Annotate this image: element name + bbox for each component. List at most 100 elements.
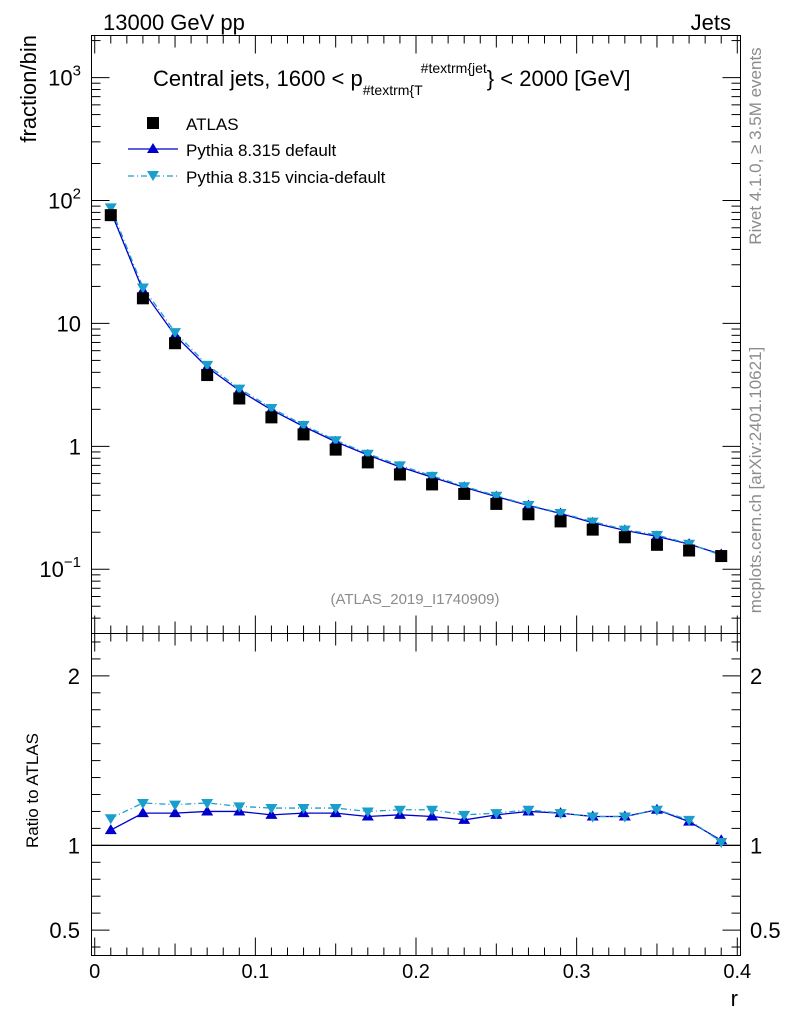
legend-atlas-label: ATLAS xyxy=(186,115,239,134)
ratio-point-pythia-8-315-vincia-default xyxy=(683,815,696,826)
main-point-atlas xyxy=(393,468,406,481)
ratio-point-pythia-8-315-vincia-default xyxy=(554,809,567,820)
main-point-atlas xyxy=(169,337,182,350)
main-point-pythia-8-315-vincia-default xyxy=(618,525,631,536)
main-point-pythia-8-315-vincia-default xyxy=(169,328,182,339)
main-point-pythia-8-315-vincia-default xyxy=(426,471,439,482)
x-axis-label: r xyxy=(731,986,738,1011)
chart-title-main: Central jets, 1600 < p xyxy=(153,66,363,91)
analysis-id-label: (ATLAS_2019_I1740909) xyxy=(330,591,499,608)
main-point-pythia-8-315-vincia-default xyxy=(233,384,246,395)
ratio-line-pythia-8-315-vincia-default xyxy=(110,802,722,843)
main-point-atlas xyxy=(522,508,535,521)
x-axis-ticks: 0 0.1 0.2 0.3 0.4 xyxy=(89,35,751,983)
main-y-tick-label: 1 xyxy=(69,434,81,459)
main-point-pythia-8-315-vincia-default xyxy=(490,491,503,502)
legend-vincia-label: Pythia 8.315 vincia-default xyxy=(186,168,386,187)
ratio-point-pythia-8-315-vincia-default xyxy=(586,812,599,823)
ratio-line-pythia-8-315-default xyxy=(110,809,722,841)
chart-title-subscript: #textrm{T xyxy=(363,82,423,98)
main-point-atlas xyxy=(490,497,503,510)
main-point-pythia-8-315-vincia-default xyxy=(104,203,117,214)
main-point-atlas xyxy=(104,209,117,222)
main-point-atlas xyxy=(136,292,149,305)
ratio-point-pythia-8-315-vincia-default xyxy=(265,804,278,815)
legend-atlas-marker xyxy=(147,117,159,129)
legend-default-label: Pythia 8.315 default xyxy=(186,141,337,160)
main-y-tick-label: 10 xyxy=(57,311,81,336)
ratio-point-pythia-8-315-default xyxy=(104,824,117,835)
ratio-series-layer xyxy=(104,798,728,848)
legend: ATLAS Pythia 8.315 default Pythia 8.315 … xyxy=(128,115,386,187)
chart-title-end: } < 2000 [GeV] xyxy=(487,66,631,91)
main-point-atlas xyxy=(554,515,567,528)
main-series-layer xyxy=(104,203,728,563)
main-point-atlas xyxy=(297,428,310,441)
main-point-pythia-8-315-vincia-default xyxy=(458,482,471,493)
main-point-atlas xyxy=(265,411,278,424)
main-y-tick-base: 10 xyxy=(48,188,72,213)
ratio-y-axis-ticks: 0.5 0.5 1 1 2 2 xyxy=(49,641,781,948)
main-point-atlas xyxy=(715,550,728,563)
main-point-atlas xyxy=(426,478,439,491)
main-point-pythia-8-315-vincia-default xyxy=(361,449,374,460)
main-line-pythia-8-315-vincia-default xyxy=(110,207,722,556)
header-beam-label: 13000 GeV pp xyxy=(103,10,245,35)
main-point-pythia-8-315-vincia-default xyxy=(522,501,535,512)
main-point-atlas xyxy=(361,456,374,469)
legend-default-marker xyxy=(147,143,159,153)
ratio-point-pythia-8-315-vincia-default xyxy=(104,814,117,825)
main-y-tick-exponent: 3 xyxy=(73,63,81,80)
main-point-atlas xyxy=(458,487,471,500)
main-y-tick-label: 102 xyxy=(48,185,81,213)
ratio-plot-frame xyxy=(91,633,741,956)
x-tick-label: 0.1 xyxy=(241,961,269,983)
header-process-label: Jets xyxy=(691,10,731,35)
ratio-point-pythia-8-315-vincia-default xyxy=(393,805,406,816)
mcplots-credit-label: mcplots.cern.ch [arXiv:2401.10621] xyxy=(746,347,765,613)
ratio-y-axis-label: Ratio to ATLAS xyxy=(23,733,42,848)
ratio-point-pythia-8-315-vincia-default xyxy=(522,805,535,816)
main-point-atlas xyxy=(201,369,214,382)
ratio-point-pythia-8-315-vincia-default xyxy=(650,805,663,816)
main-point-pythia-8-315-vincia-default xyxy=(586,517,599,528)
main-point-atlas xyxy=(650,538,663,551)
main-point-pythia-8-315-vincia-default xyxy=(201,360,214,371)
x-tick-label: 0.4 xyxy=(723,961,751,983)
main-y-tick-exponent: 2 xyxy=(73,185,81,202)
ratio-y-tick-label-right: 2 xyxy=(750,664,762,689)
ratio-point-pythia-8-315-vincia-default xyxy=(329,804,342,815)
ratio-y-tick-label: 1 xyxy=(68,833,80,858)
ratio-y-tick-label-right: 1 xyxy=(750,833,762,858)
main-point-pythia-8-315-vincia-default xyxy=(650,530,663,541)
ratio-point-pythia-8-315-vincia-default xyxy=(458,810,471,821)
main-y-tick-label: 10−1 xyxy=(39,554,81,582)
ratio-y-tick-label: 2 xyxy=(68,664,80,689)
ratio-point-pythia-8-315-vincia-default xyxy=(169,800,182,811)
ratio-point-pythia-8-315-vincia-default xyxy=(361,807,374,818)
ratio-point-pythia-8-315-default xyxy=(136,807,149,818)
main-point-pythia-8-315-vincia-default xyxy=(554,508,567,519)
x-tick-label: 0.2 xyxy=(402,961,430,983)
main-point-pythia-8-315-vincia-default xyxy=(297,421,310,432)
ratio-point-pythia-8-315-vincia-default xyxy=(297,804,310,815)
ratio-point-pythia-8-315-vincia-default xyxy=(490,809,503,820)
x-tick-label: 0.3 xyxy=(563,961,591,983)
main-point-atlas xyxy=(233,392,246,405)
ratio-point-pythia-8-315-vincia-default xyxy=(136,798,149,809)
main-y-tick-exponent: −1 xyxy=(64,554,81,571)
rivet-version-label: Rivet 4.1.0, ≥ 3.5M events xyxy=(746,47,765,244)
ratio-point-pythia-8-315-vincia-default xyxy=(715,837,728,848)
ratio-point-pythia-8-315-vincia-default xyxy=(233,802,246,813)
main-y-tick-base: 10 xyxy=(39,557,63,582)
main-point-pythia-8-315-vincia-default xyxy=(329,436,342,447)
chart-title: Central jets, 1600 < p#textrm{T #textrm{j… xyxy=(153,60,631,98)
ratio-y-tick-label: 0.5 xyxy=(49,918,80,943)
main-point-atlas xyxy=(683,544,696,557)
ratio-y-tick-label-right: 0.5 xyxy=(750,918,781,943)
main-point-pythia-8-315-vincia-default xyxy=(265,404,278,415)
main-y-tick-label: 103 xyxy=(48,63,81,91)
ratio-point-pythia-8-315-vincia-default xyxy=(426,805,439,816)
ratio-point-pythia-8-315-vincia-default xyxy=(201,798,214,809)
